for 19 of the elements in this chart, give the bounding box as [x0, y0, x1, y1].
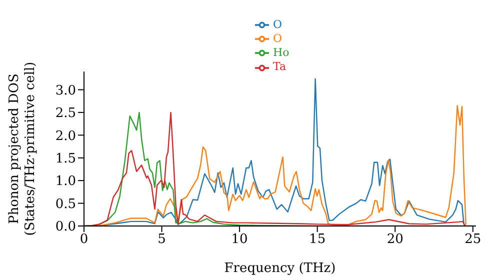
- y-tick-label: 3.0: [55, 83, 76, 98]
- x-axis-title: Frequency (THz): [224, 261, 336, 276]
- x-tick-label: 0: [80, 232, 88, 248]
- legend-label: Ta: [273, 60, 286, 74]
- x-tick-label: 5: [158, 232, 166, 248]
- legend-label: O: [273, 18, 282, 31]
- y-tick-label: 2.0: [55, 128, 76, 144]
- legend-label: O: [273, 32, 282, 46]
- x-tick-label: 20: [386, 232, 404, 248]
- x-tick-label: 15: [309, 232, 326, 248]
- y-tick-label: 0.5: [55, 196, 76, 212]
- x-tick-label: 10: [231, 232, 248, 248]
- y-tick-label: 1.5: [55, 151, 76, 166]
- legend-label: Ho: [273, 46, 290, 60]
- y-tick-label: 2.5: [55, 106, 76, 122]
- x-tick-label: 25: [464, 232, 482, 248]
- y-axis-title: Phonon projected DOS (States/THz·primitive cell): [7, 62, 38, 236]
- y-tick-label: 0.0: [55, 220, 76, 235]
- y-tick-label: 1.0: [55, 174, 76, 190]
